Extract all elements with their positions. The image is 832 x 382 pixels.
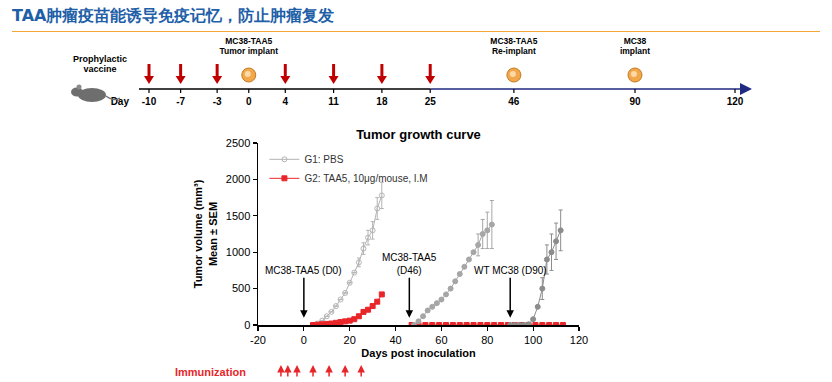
svg-text:100: 100 [524, 334, 542, 346]
svg-text:2000: 2000 [226, 173, 250, 185]
svg-text:Immunization: Immunization [175, 366, 246, 378]
svg-text:80: 80 [481, 334, 493, 346]
svg-text:120: 120 [570, 334, 588, 346]
svg-text:G1: PBS: G1: PBS [304, 154, 343, 165]
svg-text:G2: TAA5, 10μg/mouse, I.M: G2: TAA5, 10μg/mouse, I.M [304, 173, 427, 184]
svg-text:Prophylactic: Prophylactic [73, 54, 127, 64]
svg-text:46: 46 [508, 96, 520, 107]
svg-text:MC38-TAA5: MC38-TAA5 [225, 36, 272, 46]
svg-text:11: 11 [328, 96, 339, 107]
svg-text:4: 4 [283, 96, 289, 107]
svg-text:-20: -20 [250, 334, 266, 346]
svg-text:90: 90 [629, 96, 641, 107]
svg-text:-3: -3 [213, 96, 222, 107]
svg-text:WT MC38 (D90): WT MC38 (D90) [474, 265, 547, 276]
svg-text:-7: -7 [176, 96, 185, 107]
svg-text:18: 18 [376, 96, 388, 107]
svg-text:Tumor implant: Tumor implant [220, 46, 279, 56]
svg-text:500: 500 [232, 282, 250, 294]
svg-text:40: 40 [389, 334, 401, 346]
svg-text:MC38: MC38 [624, 36, 647, 46]
svg-text:20: 20 [344, 334, 356, 346]
svg-text:60: 60 [435, 334, 447, 346]
svg-text:MC38-TAA5: MC38-TAA5 [490, 36, 537, 46]
svg-text:MC38-TAA5 (D0): MC38-TAA5 (D0) [265, 265, 342, 276]
svg-text:1500: 1500 [226, 210, 250, 222]
svg-text:Tumor volume (mm³)Mean ± SEM: Tumor volume (mm³)Mean ± SEM [192, 179, 218, 288]
svg-text:Day: Day [111, 96, 130, 107]
svg-text:vaccine: vaccine [83, 64, 116, 74]
svg-text:25: 25 [425, 96, 437, 107]
svg-text:120: 120 [727, 96, 744, 107]
svg-text:1000: 1000 [226, 246, 250, 258]
svg-text:0: 0 [244, 319, 250, 331]
svg-text:Days post inoculation: Days post inoculation [361, 347, 476, 359]
svg-text:Re-implant: Re-implant [492, 46, 536, 56]
svg-text:2500: 2500 [226, 137, 250, 149]
html-text:TAA肿瘤疫苗能诱导免疫记忆，防止肿瘤复发: TAA肿瘤疫苗能诱导免疫记忆，防止肿瘤复发 [12, 6, 335, 25]
svg-text:Tumor growth curve: Tumor growth curve [356, 127, 481, 142]
svg-text:0: 0 [246, 96, 252, 107]
svg-text:MC38-TAA5(D46): MC38-TAA5(D46) [382, 252, 437, 276]
svg-text:-10: -10 [142, 96, 157, 107]
svg-text:implant: implant [620, 46, 650, 56]
svg-text:0: 0 [301, 334, 307, 346]
